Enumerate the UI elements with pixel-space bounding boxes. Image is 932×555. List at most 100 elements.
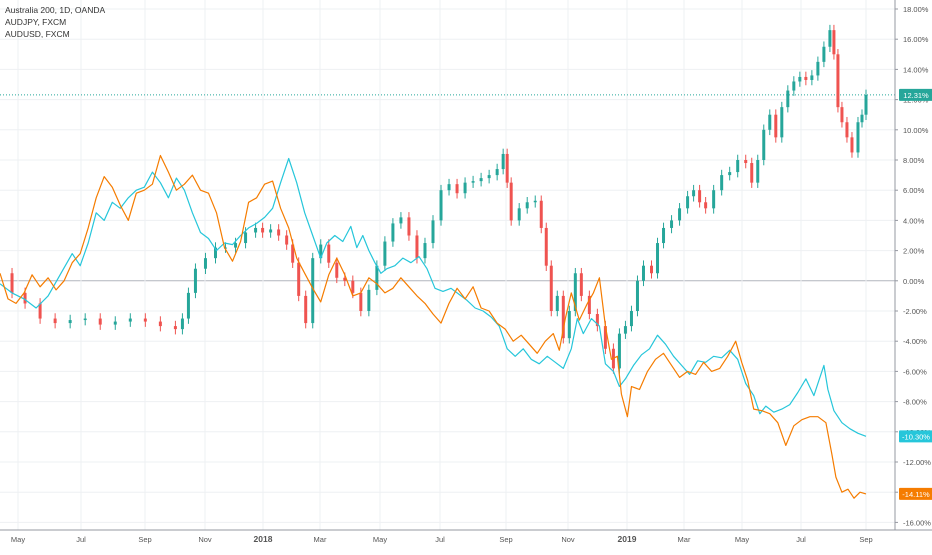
candle-body[interactable] [285, 235, 289, 245]
candle-body[interactable] [186, 292, 190, 319]
candle-body[interactable] [567, 311, 571, 339]
candle-body[interactable] [327, 244, 331, 263]
candle-body[interactable] [728, 172, 732, 176]
candle-body[interactable] [539, 200, 543, 228]
candle-body[interactable] [720, 175, 724, 191]
candle-body[interactable] [561, 295, 565, 339]
candle-body[interactable] [698, 190, 702, 203]
candle-body[interactable] [505, 153, 509, 183]
candle-body[interactable] [471, 181, 475, 183]
candle-body[interactable] [193, 268, 197, 293]
candle-body[interactable] [501, 153, 505, 170]
candle-body[interactable] [836, 54, 840, 108]
candle-body[interactable] [261, 227, 265, 233]
series-line-audjpy[interactable] [0, 157, 867, 437]
candle-body[interactable] [479, 178, 483, 182]
candle-body[interactable] [845, 122, 849, 138]
candle-body[interactable] [351, 280, 355, 293]
legend-item-audusd[interactable]: AUDUSD, FXCM [5, 29, 70, 39]
candle-body[interactable] [804, 76, 808, 80]
candle-body[interactable] [415, 235, 419, 259]
candle-body[interactable] [780, 107, 784, 138]
candle-body[interactable] [686, 196, 690, 209]
candle-body[interactable] [495, 169, 499, 176]
candle-body[interactable] [704, 202, 708, 209]
candle-body[interactable] [311, 258, 315, 324]
candle-body[interactable] [319, 244, 323, 259]
candle-body[interactable] [762, 129, 766, 160]
candle-body[interactable] [629, 311, 633, 327]
candle-body[interactable] [768, 114, 772, 130]
candle-body[interactable] [786, 90, 790, 108]
candle-body[interactable] [744, 160, 748, 164]
candle-body[interactable] [213, 247, 217, 259]
candle-body[interactable] [391, 223, 395, 242]
candle-body[interactable] [269, 229, 273, 233]
candle-body[interactable] [712, 190, 716, 209]
candle-body[interactable] [533, 200, 537, 203]
candle-body[interactable] [792, 81, 796, 91]
candle-body[interactable] [603, 326, 607, 349]
candle-body[interactable] [544, 227, 548, 266]
candle-body[interactable] [774, 114, 778, 138]
candle-body[interactable] [304, 295, 308, 324]
legend-item-main[interactable]: Australia 200, 1D, OANDA [5, 5, 106, 15]
candle-body[interactable] [463, 182, 467, 194]
candle-body[interactable] [656, 243, 660, 274]
plot-area[interactable] [0, 24, 895, 499]
candle-body[interactable] [623, 326, 627, 334]
candle-body[interactable] [234, 243, 238, 248]
candle-body[interactable] [431, 220, 435, 244]
candle-body[interactable] [423, 243, 427, 259]
candle-body[interactable] [291, 244, 295, 263]
candle-body[interactable] [487, 175, 491, 179]
candle-body[interactable] [203, 258, 207, 269]
candle-body[interactable] [860, 114, 864, 123]
candle-body[interactable] [399, 217, 403, 224]
candle-body[interactable] [549, 265, 553, 311]
candle-body[interactable] [173, 326, 177, 330]
candle-body[interactable] [822, 46, 826, 62]
candle-body[interactable] [53, 318, 57, 324]
candle-body[interactable] [113, 321, 117, 325]
candle-body[interactable] [38, 303, 42, 319]
candle-body[interactable] [68, 320, 72, 324]
candle-body[interactable] [670, 220, 674, 228]
candle-body[interactable] [10, 273, 14, 293]
candle-body[interactable] [650, 265, 654, 274]
candle-body[interactable] [864, 94, 868, 115]
candle-body[interactable] [98, 318, 102, 325]
candle-body[interactable] [343, 277, 347, 281]
candle-body[interactable] [254, 227, 258, 233]
candle-body[interactable] [579, 273, 583, 296]
candle-body[interactable] [692, 190, 696, 197]
candle-body[interactable] [595, 314, 599, 327]
candle-body[interactable] [509, 182, 513, 221]
candle-body[interactable] [573, 273, 577, 311]
candle-body[interactable] [816, 61, 820, 76]
candle-body[interactable] [850, 137, 854, 153]
candle-body[interactable] [224, 247, 228, 249]
candle-body[interactable] [617, 333, 621, 369]
candle-body[interactable] [383, 241, 387, 266]
candle-body[interactable] [736, 160, 740, 173]
candle-body[interactable] [517, 208, 521, 221]
candle-body[interactable] [662, 227, 666, 244]
candle-body[interactable] [798, 76, 802, 82]
candle-body[interactable] [555, 295, 559, 311]
candle-body[interactable] [277, 229, 281, 236]
candle-body[interactable] [439, 190, 443, 221]
candle-body[interactable] [635, 280, 639, 311]
candle-body[interactable] [810, 75, 814, 80]
series-line-audusd[interactable] [0, 154, 867, 499]
candle-body[interactable] [244, 232, 248, 244]
candle-body[interactable] [375, 265, 379, 290]
candle-body[interactable] [297, 262, 301, 296]
candle-body[interactable] [828, 30, 832, 47]
candle-body[interactable] [525, 202, 529, 209]
candle-body[interactable] [128, 318, 132, 322]
candle-body[interactable] [359, 292, 363, 311]
candle-body[interactable] [750, 163, 754, 183]
